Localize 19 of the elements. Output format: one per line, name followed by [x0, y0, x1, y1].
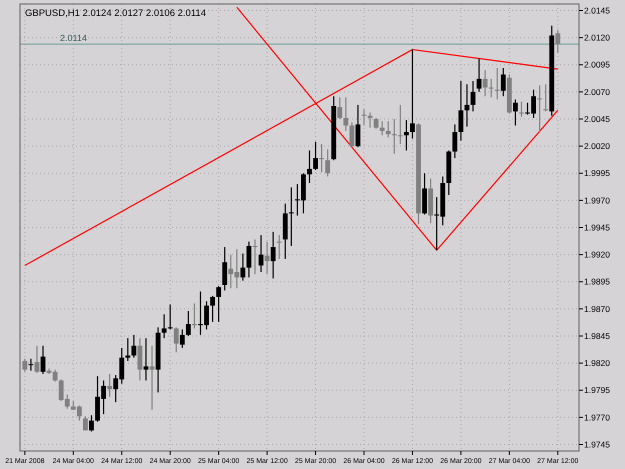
- y-tick-label: 1.9820: [584, 358, 610, 368]
- y-tick-label: 2.0145: [584, 5, 610, 16]
- y-tick-label: 1.9870: [584, 304, 610, 314]
- y-tick-label: 1.9995: [584, 168, 610, 178]
- ref-line-label: 2.0114: [60, 33, 87, 44]
- text: GBPUSD,H1 2.0124 2.0127 2.0106 2.0114: [25, 8, 206, 19]
- y-tick-label: 2.0070: [584, 86, 610, 97]
- y-tick-label: 1.9745: [584, 439, 610, 450]
- y-tick-label: 1.9970: [584, 195, 610, 206]
- y-tick-label: 2.0095: [584, 60, 610, 70]
- y-tick-label: 1.9895: [584, 276, 610, 287]
- y-tick-label: 1.9945: [584, 222, 610, 232]
- y-tick-label: 2.0045: [584, 114, 610, 124]
- y-tick-label: 1.9795: [584, 385, 610, 396]
- y-tick-label: 1.9770: [584, 412, 610, 422]
- y-tick-label: 1.9920: [584, 250, 610, 260]
- y-tick-label: 2.0120: [584, 32, 610, 43]
- y-tick-label: 2.0020: [584, 141, 610, 152]
- y-tick-label: 1.9845: [584, 330, 610, 341]
